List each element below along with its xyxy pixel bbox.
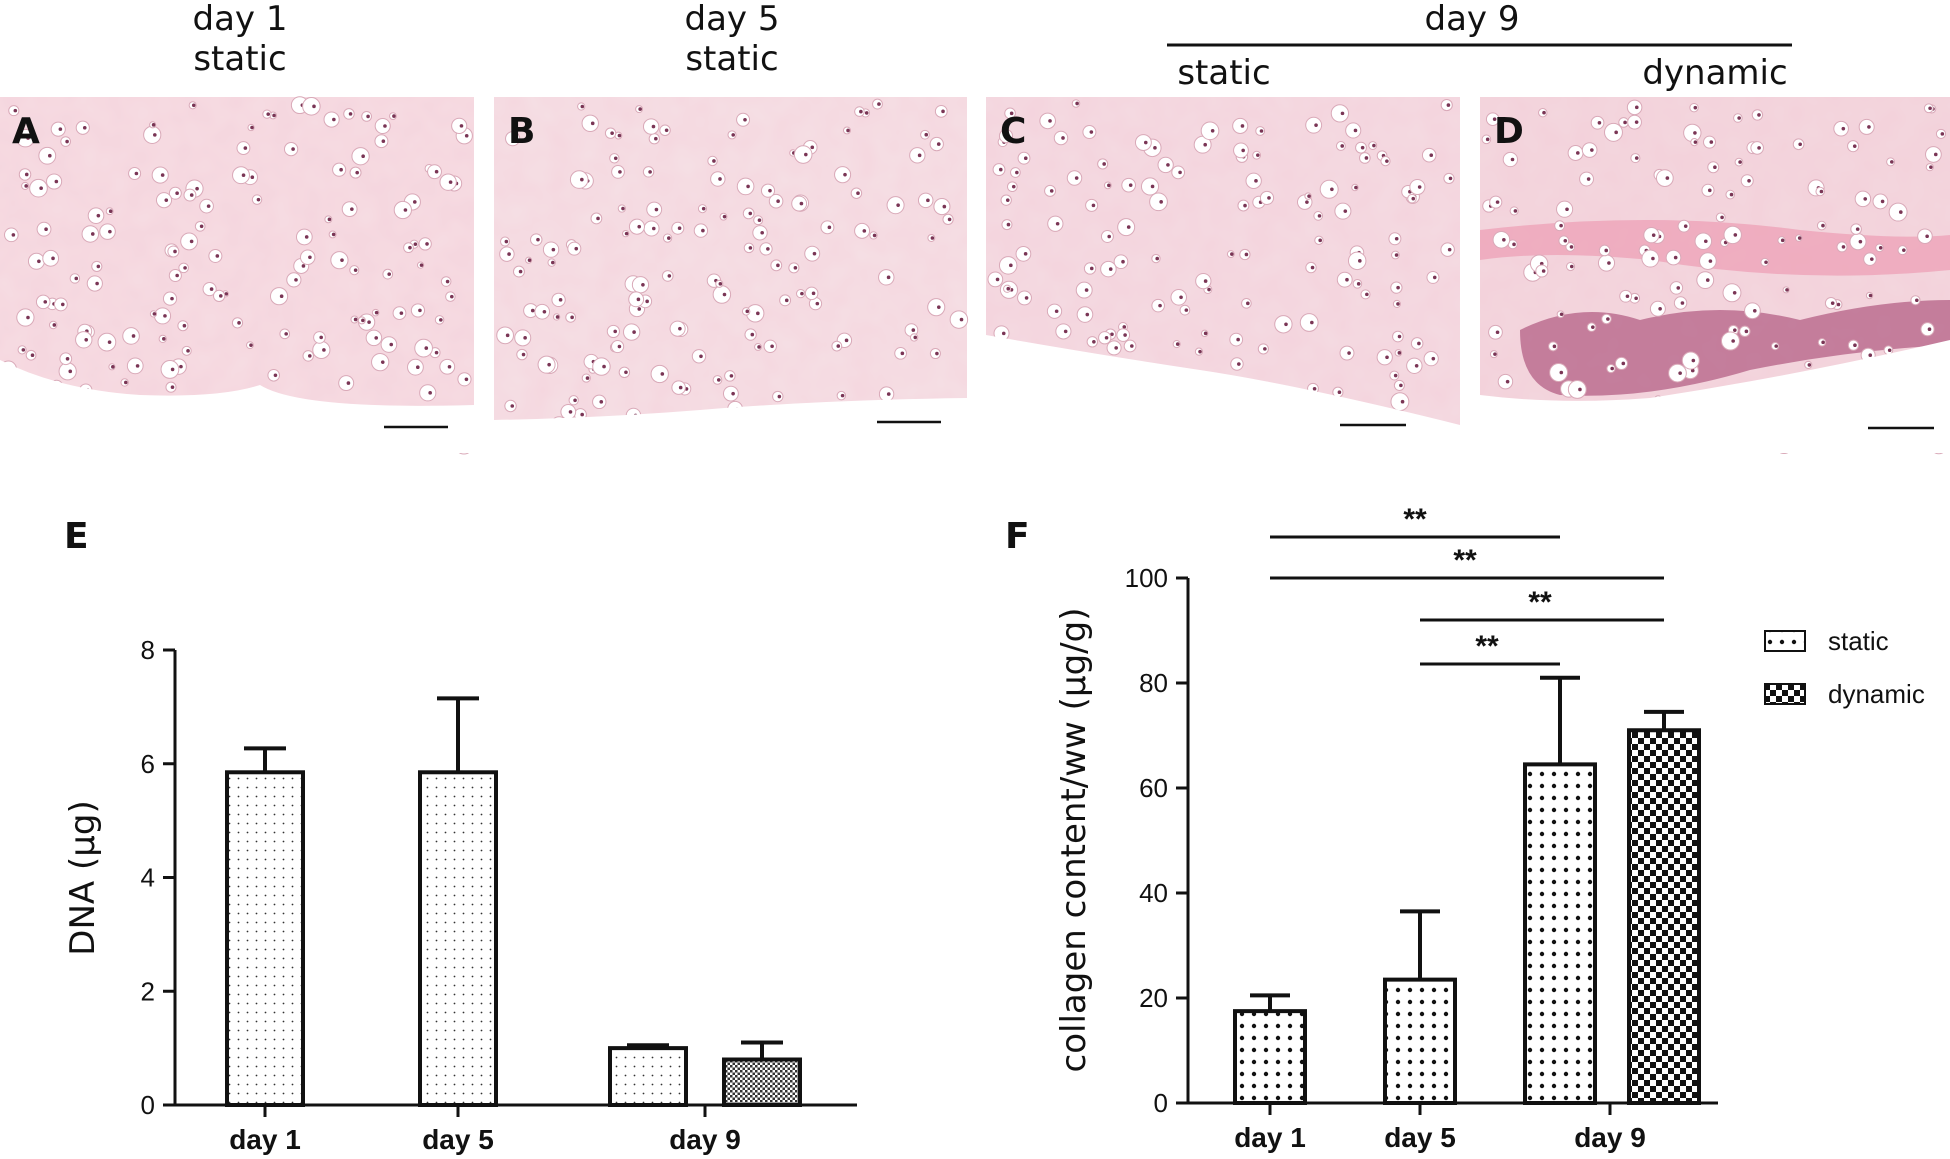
chart-f-significance-label: ** bbox=[1403, 503, 1427, 536]
chart-f-y-tick-label: 80 bbox=[1139, 668, 1168, 698]
chart-f-y-tick-label: 60 bbox=[1139, 773, 1168, 803]
chart-f-bar-dynamic bbox=[1627, 728, 1701, 1105]
chart-e-y-tick-label: 6 bbox=[141, 749, 155, 779]
micrograph-a: A bbox=[0, 96, 474, 455]
chart-f-significance-label: ** bbox=[1453, 544, 1477, 577]
chart-e-y-tick-label: 8 bbox=[141, 635, 155, 665]
chart-e-category-label: day 9 bbox=[669, 1124, 741, 1155]
chart-e-bar-static bbox=[608, 1046, 688, 1107]
chart-f-y-tick-label: 40 bbox=[1139, 878, 1168, 908]
header-cd-day: day 9 bbox=[1425, 0, 1520, 39]
chart-f-category-label: day 5 bbox=[1384, 1122, 1456, 1153]
chart-f-significance-label: ** bbox=[1475, 630, 1499, 663]
panel-label-e: E bbox=[64, 516, 89, 557]
chart-f: collagen content/ww (µg/g) 0 20 40 60 80 100 d… bbox=[1054, 503, 1925, 1153]
legend-swatch-dynamic bbox=[1764, 683, 1806, 705]
chart-e-category-label: day 5 bbox=[422, 1124, 494, 1155]
chart-f-bar-static bbox=[1233, 1009, 1307, 1105]
chart-e: DNA (µg) 0 2 4 6 8 day 1 day 5 day 9 bbox=[63, 635, 857, 1155]
micrograph-d: D bbox=[1480, 97, 1950, 455]
chart-f-bar-static bbox=[1523, 762, 1597, 1105]
chart-e-y-tick-label: 4 bbox=[141, 863, 155, 893]
panel-label-d: D bbox=[1494, 111, 1524, 152]
chart-f-y-tick-label: 20 bbox=[1139, 983, 1168, 1013]
chart-f-legend: static dynamic bbox=[1764, 626, 1925, 709]
header-a-condition: static bbox=[193, 39, 286, 79]
legend-label-static: static bbox=[1828, 626, 1889, 656]
header-c-condition: static bbox=[1177, 53, 1270, 93]
legend-swatch-static bbox=[1764, 630, 1806, 652]
header-b-condition: static bbox=[685, 39, 778, 79]
micrograph-row: A B C D bbox=[0, 96, 1950, 455]
chart-e-bar-static bbox=[418, 770, 498, 1107]
header-d-condition: dynamic bbox=[1642, 53, 1787, 93]
chart-e-y-tick-label: 0 bbox=[141, 1090, 155, 1120]
chart-e-bar-static bbox=[225, 770, 305, 1107]
chart-e-y-tick-label: 2 bbox=[141, 976, 155, 1006]
header-b-day: day 5 bbox=[685, 0, 780, 39]
chart-f-y-label: collagen content/ww (µg/g) bbox=[1054, 608, 1094, 1073]
panel-label-c: C bbox=[1000, 111, 1026, 152]
chart-e-bar-dynamic bbox=[722, 1057, 802, 1107]
header-a-day: day 1 bbox=[193, 0, 288, 39]
panel-label-f: F bbox=[1005, 516, 1030, 557]
chart-e-y-label: DNA (µg) bbox=[63, 800, 103, 955]
chart-f-y-tick-label: 0 bbox=[1154, 1088, 1168, 1118]
legend-label-dynamic: dynamic bbox=[1828, 679, 1925, 709]
chart-e-category-label: day 1 bbox=[229, 1124, 301, 1155]
panel-label-a: A bbox=[12, 111, 40, 152]
micrograph-c: C bbox=[986, 97, 1460, 453]
chart-f-y-tick-label: 100 bbox=[1125, 563, 1168, 593]
chart-f-bar-static bbox=[1383, 977, 1457, 1105]
chart-f-significance-label: ** bbox=[1528, 586, 1552, 619]
chart-f-category-label: day 1 bbox=[1234, 1122, 1306, 1153]
chart-f-category-label: day 9 bbox=[1574, 1122, 1646, 1153]
micrograph-b: B bbox=[494, 97, 969, 453]
panel-label-b: B bbox=[508, 111, 535, 152]
